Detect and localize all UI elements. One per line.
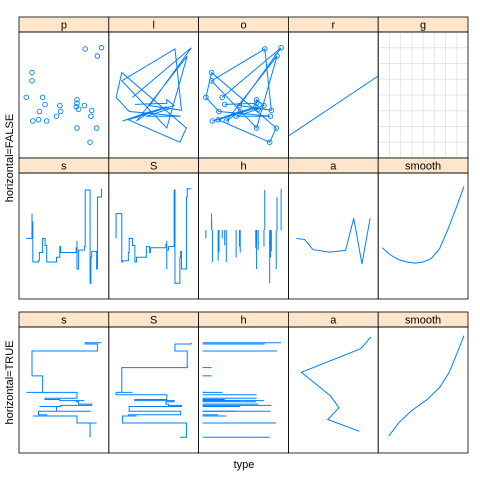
panel-vertical-S-step-line <box>115 188 192 284</box>
panel-vertical-o-point <box>253 125 260 131</box>
panel-vertical-p-point <box>53 113 60 119</box>
strip-label: p <box>61 20 67 32</box>
panel-vertical-s-step-line <box>26 188 103 284</box>
panel-vertical-p-point <box>57 102 63 109</box>
panel-vertical-o-point <box>221 101 228 108</box>
strip-label: h <box>240 315 246 327</box>
panel-vertical-a-frame <box>287 172 379 300</box>
panel-horizontal-s-frame <box>18 326 110 454</box>
strip-label: h <box>240 161 246 173</box>
strip-label: s <box>61 161 67 173</box>
panel-vertical-o-point <box>237 108 243 115</box>
group-label: horizontal=FALSE <box>4 114 16 202</box>
strip-label: S <box>150 315 157 327</box>
strip-label: a <box>330 315 337 327</box>
panel-vertical-p-point <box>74 96 80 103</box>
panel-vertical-o-point <box>266 139 273 145</box>
panel-vertical-o-point <box>209 118 216 124</box>
panel-vertical-p-point <box>39 94 46 101</box>
panel-vertical-p-point <box>35 117 42 123</box>
panel-vertical-p-point <box>82 46 88 52</box>
panel-vertical-r-regression-line <box>288 75 379 137</box>
panel-vertical-o-point <box>253 104 259 110</box>
panel-vertical-p-point <box>29 69 35 76</box>
panel-vertical-a-average-line <box>296 218 371 265</box>
panel-horizontal-a-average-line <box>300 336 372 432</box>
panel-vertical-o-point <box>233 113 239 119</box>
panel-vertical-p-point <box>42 101 48 108</box>
panel-vertical-p-point <box>98 45 105 51</box>
panel-vertical-l-frame <box>108 31 200 159</box>
panel-horizontal-s-step-line <box>26 342 102 438</box>
panel-vertical-p-point <box>30 118 36 124</box>
panel-vertical-p-point <box>81 102 88 109</box>
strip-label: smooth <box>405 315 441 327</box>
panel-vertical-smooth-smooth-line <box>381 186 465 264</box>
x-axis-label: type <box>234 459 255 471</box>
panel-vertical-p-point <box>73 104 79 110</box>
panel-vertical-o-point <box>278 45 284 51</box>
panel-vertical-p-point <box>93 125 100 131</box>
panel-vertical-o-point <box>216 108 222 115</box>
panel-horizontal-a-frame <box>287 326 379 454</box>
panel-vertical-o-line <box>205 47 282 143</box>
panel-vertical-o-point <box>262 46 268 52</box>
panel-vertical-o-point <box>215 117 221 123</box>
strip-label: g <box>420 20 426 32</box>
panel-vertical-o-point <box>203 94 209 101</box>
panel-vertical-o-point <box>268 107 275 114</box>
panel-vertical-r-frame <box>287 31 379 159</box>
panel-vertical-smooth-frame <box>377 172 469 300</box>
strip-label: smooth <box>405 161 441 173</box>
panel-vertical-p-point <box>29 78 35 84</box>
strip-label: s <box>61 315 67 327</box>
panel-vertical-o-point <box>261 102 267 109</box>
panel-vertical-o-point <box>236 102 243 109</box>
strip-label: l <box>152 20 154 32</box>
panel-horizontal-smooth-frame <box>377 326 469 454</box>
panel-vertical-p-point <box>74 100 80 107</box>
panel-vertical-p-point <box>88 113 94 119</box>
panel-horizontal-h-frame <box>198 326 289 454</box>
strip-label: o <box>240 20 246 32</box>
panel-vertical-p-point <box>88 107 95 114</box>
strip-label: S <box>150 161 157 173</box>
panel-vertical-l-line <box>115 47 192 143</box>
panel-vertical-p-point <box>57 108 64 115</box>
panel-vertical-o-frame <box>198 31 289 159</box>
panel-vertical-o-point <box>273 125 279 131</box>
panel-vertical-p-point <box>43 118 50 124</box>
panel-vertical-o-point <box>253 96 260 103</box>
panel-vertical-o-point <box>267 113 274 119</box>
panel-horizontal-smooth-smooth-line <box>388 335 465 437</box>
panel-vertical-o-point <box>208 78 215 84</box>
panel-vertical-p-point <box>87 139 93 145</box>
panel-vertical-o-point <box>219 94 225 101</box>
strip-label: a <box>330 161 337 173</box>
panel-vertical-o-point <box>208 69 215 76</box>
panel-vertical-p-frame <box>18 31 110 159</box>
panel-vertical-o-point <box>223 118 230 124</box>
panel-vertical-p-point <box>94 53 101 59</box>
panel-vertical-p-point <box>23 94 30 101</box>
strip-label: r <box>331 20 335 32</box>
group-label: horizontal=TRUE <box>4 340 16 424</box>
panel-horizontal-S-step-line <box>115 342 192 438</box>
panel-vertical-o-point <box>274 53 280 59</box>
panel-vertical-p-point <box>36 108 43 115</box>
panel-vertical-o-point <box>253 100 260 107</box>
panel-vertical-p-point <box>74 125 80 131</box>
